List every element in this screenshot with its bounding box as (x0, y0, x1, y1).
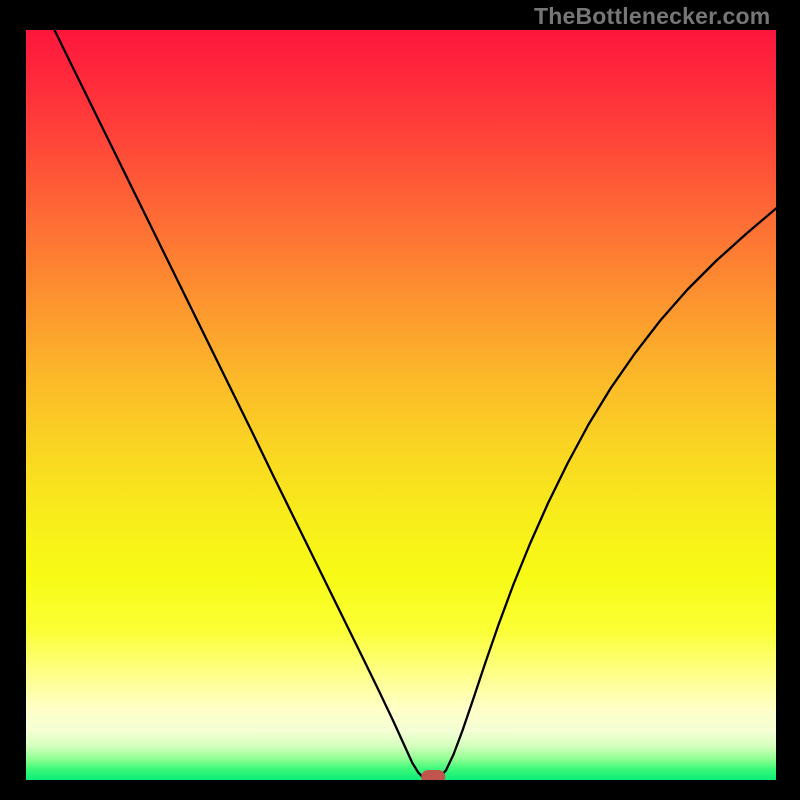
chart-svg (0, 0, 800, 800)
gradient-background (26, 30, 776, 780)
optimal-marker (421, 770, 445, 784)
watermark-text: TheBottlenecker.com (534, 3, 770, 30)
